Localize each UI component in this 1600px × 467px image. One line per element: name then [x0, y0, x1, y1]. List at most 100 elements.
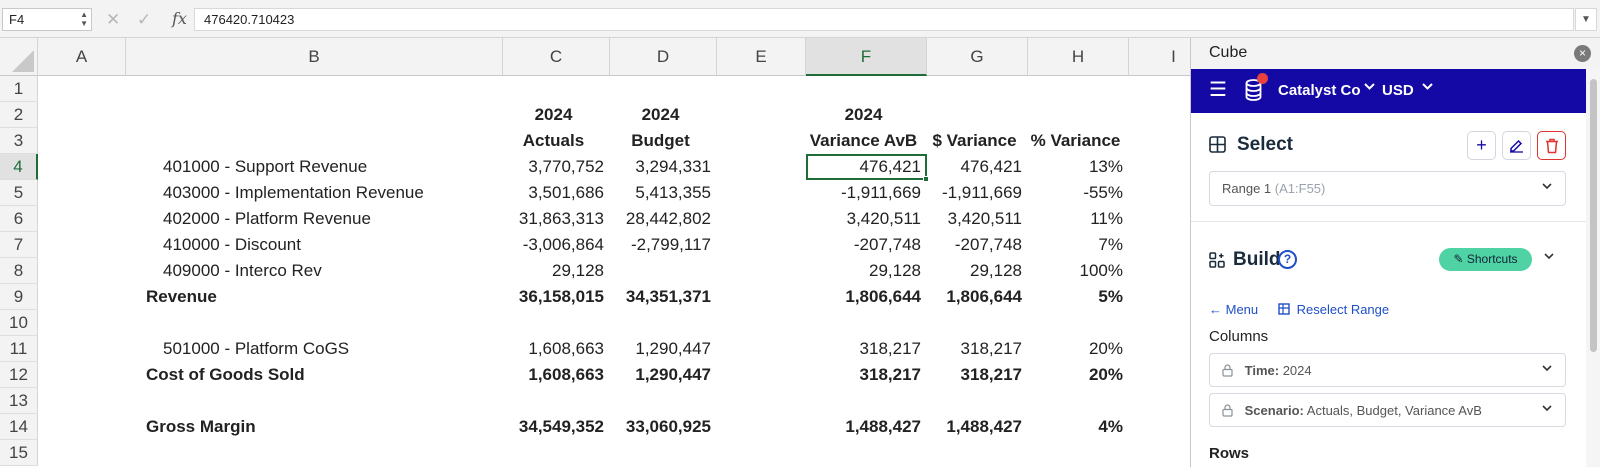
cell-f[interactable]: 1,488,427 — [845, 417, 921, 436]
cell-c[interactable] — [503, 310, 604, 336]
cell-h[interactable]: 7% — [1098, 235, 1123, 254]
cell-g[interactable] — [927, 388, 1022, 414]
column-header-f[interactable]: F — [806, 38, 927, 76]
name-box[interactable]: F4 ▲ ▼ — [2, 8, 92, 31]
cell-d[interactable]: 5,413,355 — [635, 183, 711, 202]
cell-d[interactable]: 34,351,371 — [625, 287, 711, 306]
cell-g[interactable]: 318,217 — [960, 365, 1022, 384]
scenario-dimension-dropdown[interactable]: Scenario: Actuals, Budget, Variance AvB — [1209, 393, 1566, 427]
row-header-6[interactable]: 6 — [0, 206, 38, 232]
cell-f[interactable] — [806, 440, 921, 466]
company-selector[interactable]: Catalyst Co — [1278, 82, 1361, 99]
cell-c[interactable]: 36,158,015 — [518, 287, 604, 306]
edit-range-button[interactable] — [1502, 131, 1531, 160]
enter-icon[interactable]: ✓ — [137, 10, 152, 29]
cell-b[interactable]: 409000 - Interco Rev — [163, 261, 322, 280]
cell-f[interactable]: 476,421 — [859, 157, 921, 176]
row-header-8[interactable]: 8 — [0, 258, 38, 284]
cell-c[interactable]: 34,549,352 — [518, 417, 604, 436]
cell-d[interactable]: 1,290,447 — [635, 339, 711, 358]
cell-g[interactable] — [927, 440, 1022, 466]
cell-d[interactable]: 2024 — [641, 105, 680, 124]
cell-g[interactable]: 3,420,511 — [947, 209, 1022, 228]
cell-b[interactable]: Cost of Goods Sold — [146, 365, 305, 384]
cell-f[interactable]: 318,217 — [859, 339, 921, 358]
cell-c[interactable] — [503, 440, 604, 466]
cell-h[interactable]: 20% — [1088, 339, 1123, 358]
column-header-h[interactable]: H — [1028, 38, 1129, 76]
cell-b[interactable] — [126, 310, 506, 336]
cell-d[interactable] — [610, 310, 711, 336]
name-box-stepper-icon[interactable]: ▲ ▼ — [80, 10, 88, 28]
cell-f[interactable]: -207,748 — [853, 235, 921, 254]
row-header-5[interactable]: 5 — [0, 180, 38, 206]
formula-input[interactable]: 476420.710423 — [194, 8, 1574, 31]
cell-d[interactable]: 28,442,802 — [625, 209, 711, 228]
cell-h[interactable]: 11% — [1090, 209, 1123, 228]
row-header-15[interactable]: 15 — [0, 440, 38, 466]
panel-scrollbar-thumb[interactable] — [1590, 79, 1597, 352]
row-header-13[interactable]: 13 — [0, 388, 38, 414]
cell-g[interactable] — [927, 310, 1022, 336]
cell-c[interactable]: 29,128 — [552, 261, 604, 280]
cell-h[interactable] — [1028, 440, 1123, 466]
cell-g[interactable]: 318,217 — [960, 339, 1022, 358]
cell-b[interactable]: Revenue — [146, 287, 217, 306]
row-header-14[interactable]: 14 — [0, 414, 38, 440]
row-header-9[interactable]: 9 — [0, 284, 38, 310]
cell-g[interactable]: 29,128 — [970, 261, 1022, 280]
cell-d[interactable]: 33,060,925 — [625, 417, 711, 436]
cell-d[interactable] — [610, 388, 711, 414]
cell-b[interactable]: 402000 - Platform Revenue — [163, 209, 371, 228]
cell-c[interactable]: -3,006,864 — [522, 235, 604, 254]
cell-h[interactable]: 4% — [1098, 417, 1123, 436]
row-header-11[interactable]: 11 — [0, 336, 38, 362]
row-header-3[interactable]: 3 — [0, 128, 38, 154]
cell-c[interactable] — [503, 388, 604, 414]
cell-b[interactable]: Gross Margin — [146, 417, 256, 436]
cell-g[interactable]: 476,421 — [960, 157, 1022, 176]
column-header-i[interactable]: I — [1129, 38, 1190, 76]
cell-g[interactable]: 1,806,644 — [946, 287, 1022, 306]
fill-handle[interactable] — [923, 176, 929, 182]
cell-f[interactable]: 29,128 — [869, 261, 921, 280]
time-dimension-dropdown[interactable]: Time: 2024 — [1209, 353, 1566, 387]
cell-d[interactable] — [610, 258, 711, 284]
row-header-1[interactable]: 1 — [0, 76, 38, 102]
cell-h[interactable]: % Variance — [1030, 131, 1121, 150]
menu-link[interactable]: ← Menu — [1209, 302, 1258, 317]
cancel-icon[interactable]: ✕ — [106, 10, 121, 29]
cell-g[interactable]: -1,911,669 — [941, 183, 1022, 202]
insert-function-icon[interactable]: fx — [172, 9, 187, 28]
cell-f[interactable]: 2024 — [844, 105, 883, 124]
cell-f[interactable]: 3,420,511 — [846, 209, 921, 228]
row-header-4[interactable]: 4 — [0, 154, 38, 180]
column-header-a[interactable]: A — [38, 38, 126, 76]
cell-c[interactable]: 3,501,686 — [528, 183, 604, 202]
shortcuts-button[interactable]: ✎ Shortcuts — [1439, 248, 1532, 271]
close-icon[interactable]: × — [1574, 45, 1591, 62]
cell-f[interactable]: -1,911,669 — [840, 183, 921, 202]
cell-b[interactable]: 410000 - Discount — [163, 235, 301, 254]
cell-b[interactable] — [126, 388, 506, 414]
help-icon[interactable]: ? — [1278, 250, 1297, 269]
cell-g[interactable]: $ Variance — [932, 131, 1017, 150]
cell-b[interactable] — [126, 440, 506, 466]
row-header-10[interactable]: 10 — [0, 310, 38, 336]
cell-c[interactable]: 1,608,663 — [528, 339, 604, 358]
add-range-button[interactable]: + — [1467, 131, 1496, 160]
panel-scrollbar[interactable] — [1586, 69, 1600, 467]
cell-h[interactable]: 13% — [1088, 157, 1123, 176]
cell-d[interactable]: -2,799,117 — [630, 235, 711, 254]
expand-formula-chevron-down-icon[interactable]: ▼ — [1575, 8, 1597, 31]
cell-f[interactable]: Variance AvB — [809, 131, 918, 150]
column-header-d[interactable]: D — [610, 38, 717, 76]
cell-b[interactable]: 501000 - Platform CoGS — [163, 339, 350, 358]
cell-d[interactable]: 1,290,447 — [635, 365, 711, 384]
cell-g[interactable]: 1,488,427 — [946, 417, 1022, 436]
range-select-dropdown[interactable]: Range 1 (A1:F55) — [1209, 171, 1566, 206]
cell-d[interactable]: 3,294,331 — [635, 157, 711, 176]
cell-c[interactable]: 2024 — [534, 105, 573, 124]
cell-c[interactable]: Actuals — [522, 131, 585, 150]
cell-g[interactable]: -207,748 — [954, 235, 1022, 254]
